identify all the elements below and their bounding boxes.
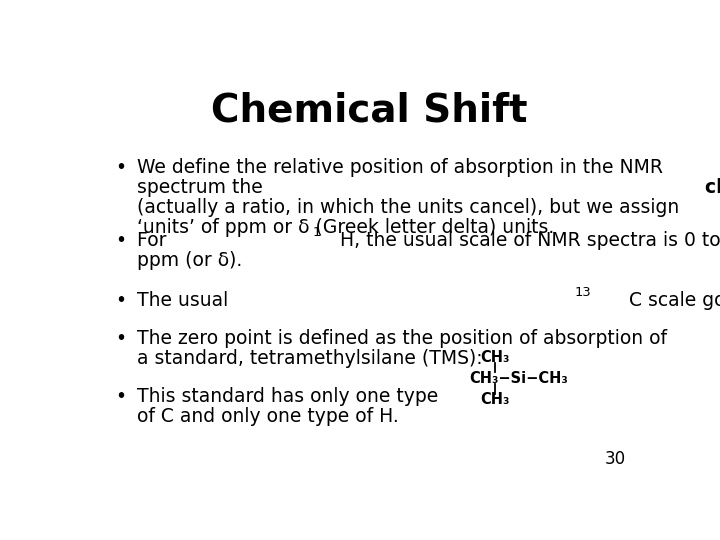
Text: Chemical Shift: Chemical Shift	[211, 92, 527, 130]
Text: We define the relative position of absorption in the NMR: We define the relative position of absor…	[138, 158, 663, 177]
Text: •: •	[115, 158, 126, 177]
Text: 1: 1	[312, 226, 320, 239]
Text: (actually a ratio, in which the units cancel), but we assign: (actually a ratio, in which the units ca…	[138, 198, 680, 217]
Text: spectrum the: spectrum the	[138, 178, 269, 197]
Text: The usual: The usual	[138, 292, 235, 310]
Text: H, the usual scale of NMR spectra is 0 to 10 (or 12): H, the usual scale of NMR spectra is 0 t…	[340, 231, 720, 250]
Text: CH₃: CH₃	[480, 392, 510, 407]
Text: For: For	[138, 231, 173, 250]
Text: •: •	[115, 292, 126, 310]
Text: This standard has only one type: This standard has only one type	[138, 387, 438, 406]
Text: ppm (or δ).: ppm (or δ).	[138, 251, 243, 270]
Text: •: •	[115, 387, 126, 406]
Text: •: •	[115, 329, 126, 348]
Text: 13: 13	[575, 286, 591, 299]
Text: 30: 30	[605, 450, 626, 468]
Text: The zero point is defined as the position of absorption of: The zero point is defined as the positio…	[138, 329, 667, 348]
Text: CH₃: CH₃	[480, 350, 510, 366]
Text: C scale goes from  0 to about 220 ppm.: C scale goes from 0 to about 220 ppm.	[629, 292, 720, 310]
Text: a standard, tetramethylsilane (TMS):: a standard, tetramethylsilane (TMS):	[138, 349, 483, 368]
Text: CH₃−Si−CH₃: CH₃−Si−CH₃	[469, 371, 568, 386]
Text: chemical shift: chemical shift	[706, 178, 720, 197]
Text: of C and only one type of H.: of C and only one type of H.	[138, 407, 399, 426]
Text: •: •	[115, 231, 126, 250]
Text: ‘units’ of ppm or δ (Greek letter delta) units.: ‘units’ of ppm or δ (Greek letter delta)…	[138, 218, 554, 237]
